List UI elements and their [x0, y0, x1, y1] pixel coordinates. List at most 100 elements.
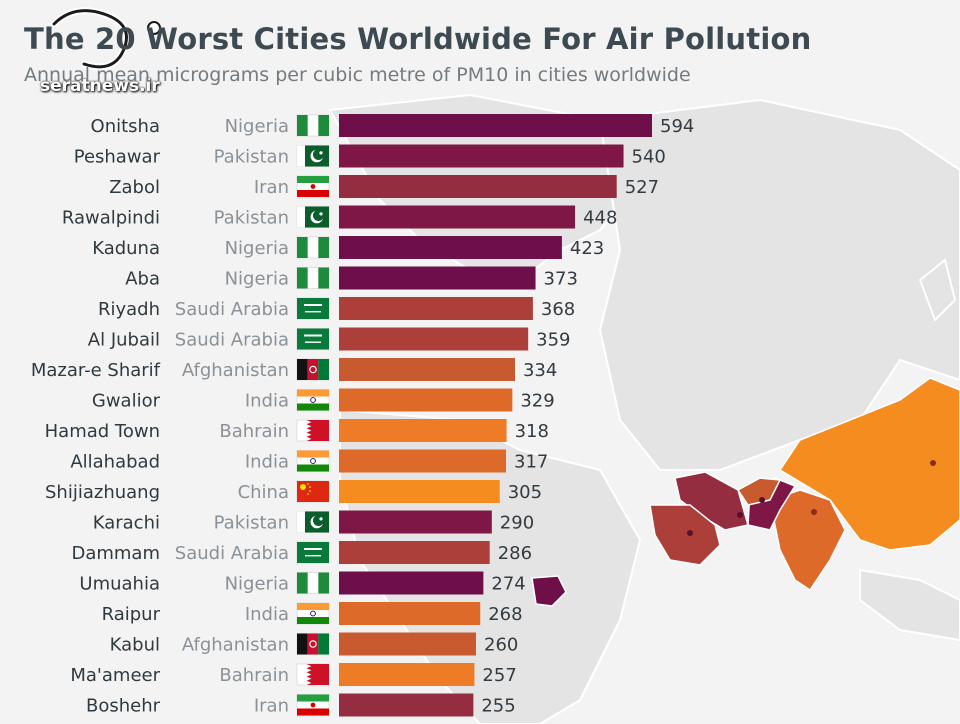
value-label: 329	[520, 391, 554, 412]
value-label: 290	[500, 513, 534, 534]
bar-row-onitsha: Onitsha Nigeria 594	[91, 114, 694, 137]
saudi-arabia-flag-icon	[296, 541, 330, 564]
map-india-shape	[769, 489, 846, 592]
city-label: Allahabad	[70, 452, 160, 473]
city-label: Gwalior	[92, 391, 161, 412]
nigeria-flag-icon	[296, 114, 330, 137]
chart-title: The 20 Worst Cities Worldwide For Air Po…	[24, 22, 812, 56]
country-label: China	[238, 482, 289, 503]
country-label: Bahrain	[219, 421, 289, 442]
india-flag-icon	[296, 602, 330, 625]
afghanistan-flag-icon	[296, 633, 330, 655]
bar-row-kaduna: Kaduna Nigeria 423	[92, 236, 604, 259]
bar-row-mazar-e-sharif: Mazar-e Sharif Afghanistan 334	[31, 358, 557, 381]
bar	[339, 358, 515, 381]
bar-row-riyadh: Riyadh Saudi Arabia 368	[98, 297, 575, 320]
watermark-logo	[50, 7, 161, 71]
value-label: 359	[536, 330, 570, 351]
value-label: 373	[544, 269, 578, 290]
bar	[339, 236, 562, 259]
bar	[339, 602, 481, 625]
country-label: Pakistan	[214, 208, 289, 229]
bar-row-dammam: Dammam Saudi Arabia 286	[71, 541, 532, 564]
value-label: 257	[482, 665, 516, 686]
value-label: 334	[523, 360, 557, 381]
bar-row-aba: Aba Nigeria 373	[125, 266, 578, 290]
city-label: Boshehr	[86, 696, 161, 717]
value-label: 286	[498, 543, 532, 564]
bar	[339, 327, 529, 351]
value-label: 540	[632, 147, 666, 168]
country-label: Afghanistan	[182, 635, 289, 656]
value-label: 423	[570, 238, 604, 259]
bar-row-boshehr: Boshehr Iran 255	[86, 693, 516, 717]
bar	[339, 388, 513, 412]
bar	[339, 663, 475, 686]
bar	[339, 297, 533, 320]
country-label: Bahrain	[219, 665, 289, 686]
city-label: Umuahia	[79, 574, 160, 595]
bar-row-umuahia: Umuahia Nigeria 274	[79, 571, 526, 595]
bar-chart: Onitsha Nigeria 594 Peshawar Pakistan 540 Zabo…	[31, 114, 694, 717]
country-label: Iran	[254, 696, 289, 717]
watermark-text: seratnews.ir	[40, 76, 160, 96]
value-label: 260	[484, 635, 518, 656]
bar-row-kabul: Kabul Afghanistan 260	[110, 632, 518, 656]
city-label: Mazar-e Sharif	[31, 360, 161, 381]
value-label: 317	[514, 452, 548, 473]
bar	[339, 266, 536, 290]
value-label: 305	[508, 482, 542, 503]
bar-row-zabol: Zabol Iran 527	[109, 175, 659, 198]
nigeria-flag-icon	[296, 236, 330, 259]
pakistan-flag-icon	[296, 206, 330, 228]
bar	[339, 541, 490, 564]
bar	[339, 175, 617, 198]
country-label: India	[245, 604, 289, 625]
city-label: Shijiazhuang	[45, 482, 160, 503]
map-saudi-arabia-shape	[649, 504, 721, 566]
saudi-arabia-flag-icon	[296, 297, 330, 320]
country-label: Iran	[254, 177, 289, 198]
country-label: Nigeria	[225, 269, 289, 290]
value-label: 274	[491, 574, 525, 595]
iran-flag-icon	[296, 694, 330, 716]
city-label: Dammam	[71, 543, 160, 564]
bar	[339, 205, 576, 229]
bar-row-rawalpindi: Rawalpindi Pakistan 448	[62, 205, 617, 229]
value-label: 255	[481, 696, 515, 717]
bar-row-al-jubail: Al Jubail Saudi Arabia 359	[88, 327, 571, 351]
city-label: Al Jubail	[88, 330, 160, 351]
country-label: India	[245, 391, 289, 412]
city-label: Ma'ameer	[70, 665, 160, 686]
bar-row-gwalior: Gwalior India 329	[92, 388, 555, 412]
city-label: Aba	[125, 269, 160, 290]
country-label: Saudi Arabia	[175, 543, 289, 564]
city-label: Rawalpindi	[62, 208, 160, 229]
value-label: 318	[515, 421, 549, 442]
bar	[339, 419, 507, 442]
bar	[339, 571, 484, 595]
city-label: Onitsha	[91, 116, 160, 137]
saudi-arabia-flag-icon	[296, 328, 330, 350]
pakistan-flag-icon	[296, 511, 330, 533]
value-label: 368	[541, 299, 575, 320]
bar-row-hamad-town: Hamad Town Bahrain 318	[45, 419, 549, 442]
city-label: Kaduna	[92, 238, 160, 259]
bar	[339, 480, 500, 503]
value-label: 448	[583, 208, 617, 229]
bar	[339, 693, 474, 717]
country-label: Pakistan	[214, 513, 289, 534]
afghanistan-flag-icon	[296, 358, 330, 381]
bar	[339, 632, 477, 656]
bar	[339, 510, 492, 534]
bar-row-allahabad: Allahabad India 317	[70, 449, 548, 473]
bar	[339, 144, 624, 168]
bar-row-raipur: Raipur India 268	[102, 602, 523, 625]
value-label: 594	[660, 116, 694, 137]
country-label: Nigeria	[225, 116, 289, 137]
city-label: Riyadh	[98, 299, 160, 320]
country-label: India	[245, 452, 289, 473]
map-iran-shape	[674, 471, 749, 531]
iran-flag-icon	[296, 175, 330, 198]
china-flag-icon	[296, 480, 330, 503]
